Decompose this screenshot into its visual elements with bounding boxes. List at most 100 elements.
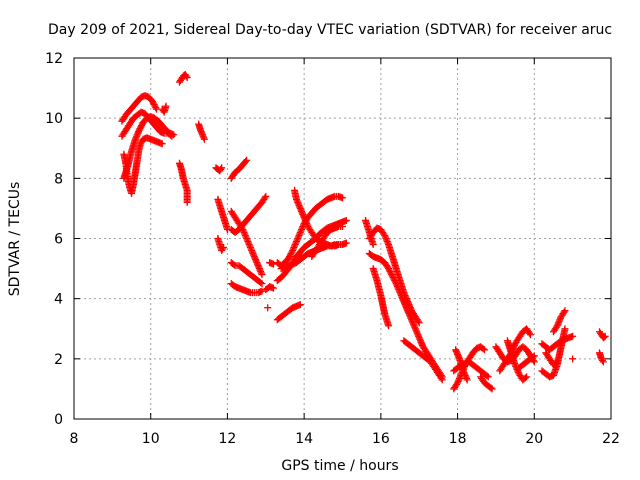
data-point bbox=[151, 102, 159, 110]
data-point bbox=[258, 280, 266, 288]
x-tick-label: 12 bbox=[219, 431, 237, 447]
series-arc-g bbox=[175, 159, 191, 206]
data-point bbox=[285, 254, 293, 262]
series-arc-a bbox=[118, 92, 160, 125]
data-point bbox=[150, 101, 158, 109]
data-point bbox=[391, 278, 399, 286]
data-point bbox=[339, 194, 346, 202]
data-point bbox=[286, 253, 294, 261]
chart-title: Day 209 of 2021, Sidereal Day-to-day VTE… bbox=[48, 22, 612, 38]
data-point bbox=[530, 358, 538, 366]
data-point bbox=[525, 329, 533, 337]
data-point bbox=[453, 380, 461, 388]
data-point bbox=[339, 222, 346, 230]
data-point bbox=[136, 125, 144, 133]
data-point bbox=[183, 74, 191, 82]
x-tick-label: 8 bbox=[70, 431, 79, 447]
data-point bbox=[521, 374, 529, 382]
data-point bbox=[230, 261, 238, 269]
data-point bbox=[158, 140, 166, 148]
data-point bbox=[200, 135, 208, 143]
data-point bbox=[385, 322, 393, 330]
data-point bbox=[388, 271, 396, 279]
data-point bbox=[296, 301, 304, 309]
series-arc-ab bbox=[365, 250, 446, 381]
data-point bbox=[484, 373, 492, 381]
data-point bbox=[242, 157, 250, 165]
x-tick-label: 10 bbox=[142, 431, 160, 447]
data-point bbox=[560, 308, 568, 316]
series-arc-t bbox=[273, 192, 346, 270]
data-point bbox=[389, 274, 397, 282]
y-tick-label: 6 bbox=[54, 232, 63, 248]
data-point bbox=[530, 352, 538, 360]
grid bbox=[74, 58, 611, 419]
data-point bbox=[387, 269, 395, 277]
series-arc-e bbox=[158, 102, 170, 116]
data-point bbox=[149, 99, 157, 107]
data-point bbox=[137, 123, 145, 131]
data-point bbox=[380, 230, 388, 238]
data-point bbox=[386, 268, 394, 276]
data-point bbox=[369, 241, 377, 249]
series-arc-ah bbox=[477, 373, 496, 393]
data-point bbox=[262, 192, 270, 200]
data-point bbox=[170, 131, 178, 139]
data-point bbox=[488, 385, 496, 393]
series-arc-ak bbox=[503, 337, 531, 384]
data-point bbox=[598, 356, 606, 364]
data-point bbox=[415, 319, 423, 327]
series-arc-h bbox=[195, 120, 208, 143]
series-arc-ad bbox=[400, 337, 446, 384]
series-arc-k bbox=[214, 235, 228, 255]
data-point bbox=[339, 241, 346, 249]
y-tick-label: 8 bbox=[54, 171, 63, 187]
x-tick-label: 16 bbox=[372, 431, 390, 447]
data-point bbox=[219, 245, 227, 253]
series-arc-x bbox=[291, 186, 346, 250]
data-point bbox=[601, 332, 609, 340]
series-arc-ao bbox=[549, 307, 569, 336]
series-arc-ac bbox=[369, 265, 393, 330]
series-arc-y bbox=[308, 222, 346, 261]
data-point bbox=[218, 164, 226, 172]
x-axis-label: GPS time / hours bbox=[281, 458, 398, 474]
data-point bbox=[220, 244, 228, 252]
data-marks bbox=[118, 71, 609, 393]
x-tick-label: 22 bbox=[602, 431, 620, 447]
data-point bbox=[599, 358, 607, 366]
data-point bbox=[569, 332, 577, 340]
data-point bbox=[561, 307, 569, 315]
series-arc-s bbox=[264, 304, 272, 312]
y-tick-label: 4 bbox=[54, 292, 63, 308]
data-point bbox=[437, 374, 445, 382]
data-point bbox=[600, 333, 608, 341]
data-point bbox=[238, 224, 246, 232]
data-point bbox=[135, 126, 143, 134]
series-arc-c bbox=[120, 113, 178, 182]
y-axis-label: SDTVAR / TECUs bbox=[7, 182, 23, 297]
data-point bbox=[243, 156, 251, 164]
series-arc-ar bbox=[595, 328, 609, 342]
data-point bbox=[390, 275, 398, 283]
data-point bbox=[286, 251, 294, 259]
data-point bbox=[463, 376, 471, 384]
series-arc-p bbox=[227, 280, 266, 297]
series-arc-i bbox=[212, 164, 226, 175]
data-point bbox=[149, 98, 157, 106]
data-point bbox=[261, 194, 269, 202]
series-arc-ag bbox=[452, 346, 471, 384]
y-tick-label: 0 bbox=[54, 412, 63, 428]
data-point bbox=[523, 373, 531, 381]
series-arc-j bbox=[214, 195, 231, 233]
series-arc-ap bbox=[542, 349, 561, 369]
series-arc-af bbox=[450, 358, 492, 381]
x-tick-label: 18 bbox=[449, 431, 467, 447]
x-tick-label: 20 bbox=[525, 431, 543, 447]
y-tick-label: 2 bbox=[54, 352, 63, 368]
series-arc-aq bbox=[569, 355, 577, 363]
series-arc-al bbox=[515, 352, 538, 372]
series-arc-aa bbox=[365, 224, 423, 327]
data-point bbox=[487, 384, 495, 392]
